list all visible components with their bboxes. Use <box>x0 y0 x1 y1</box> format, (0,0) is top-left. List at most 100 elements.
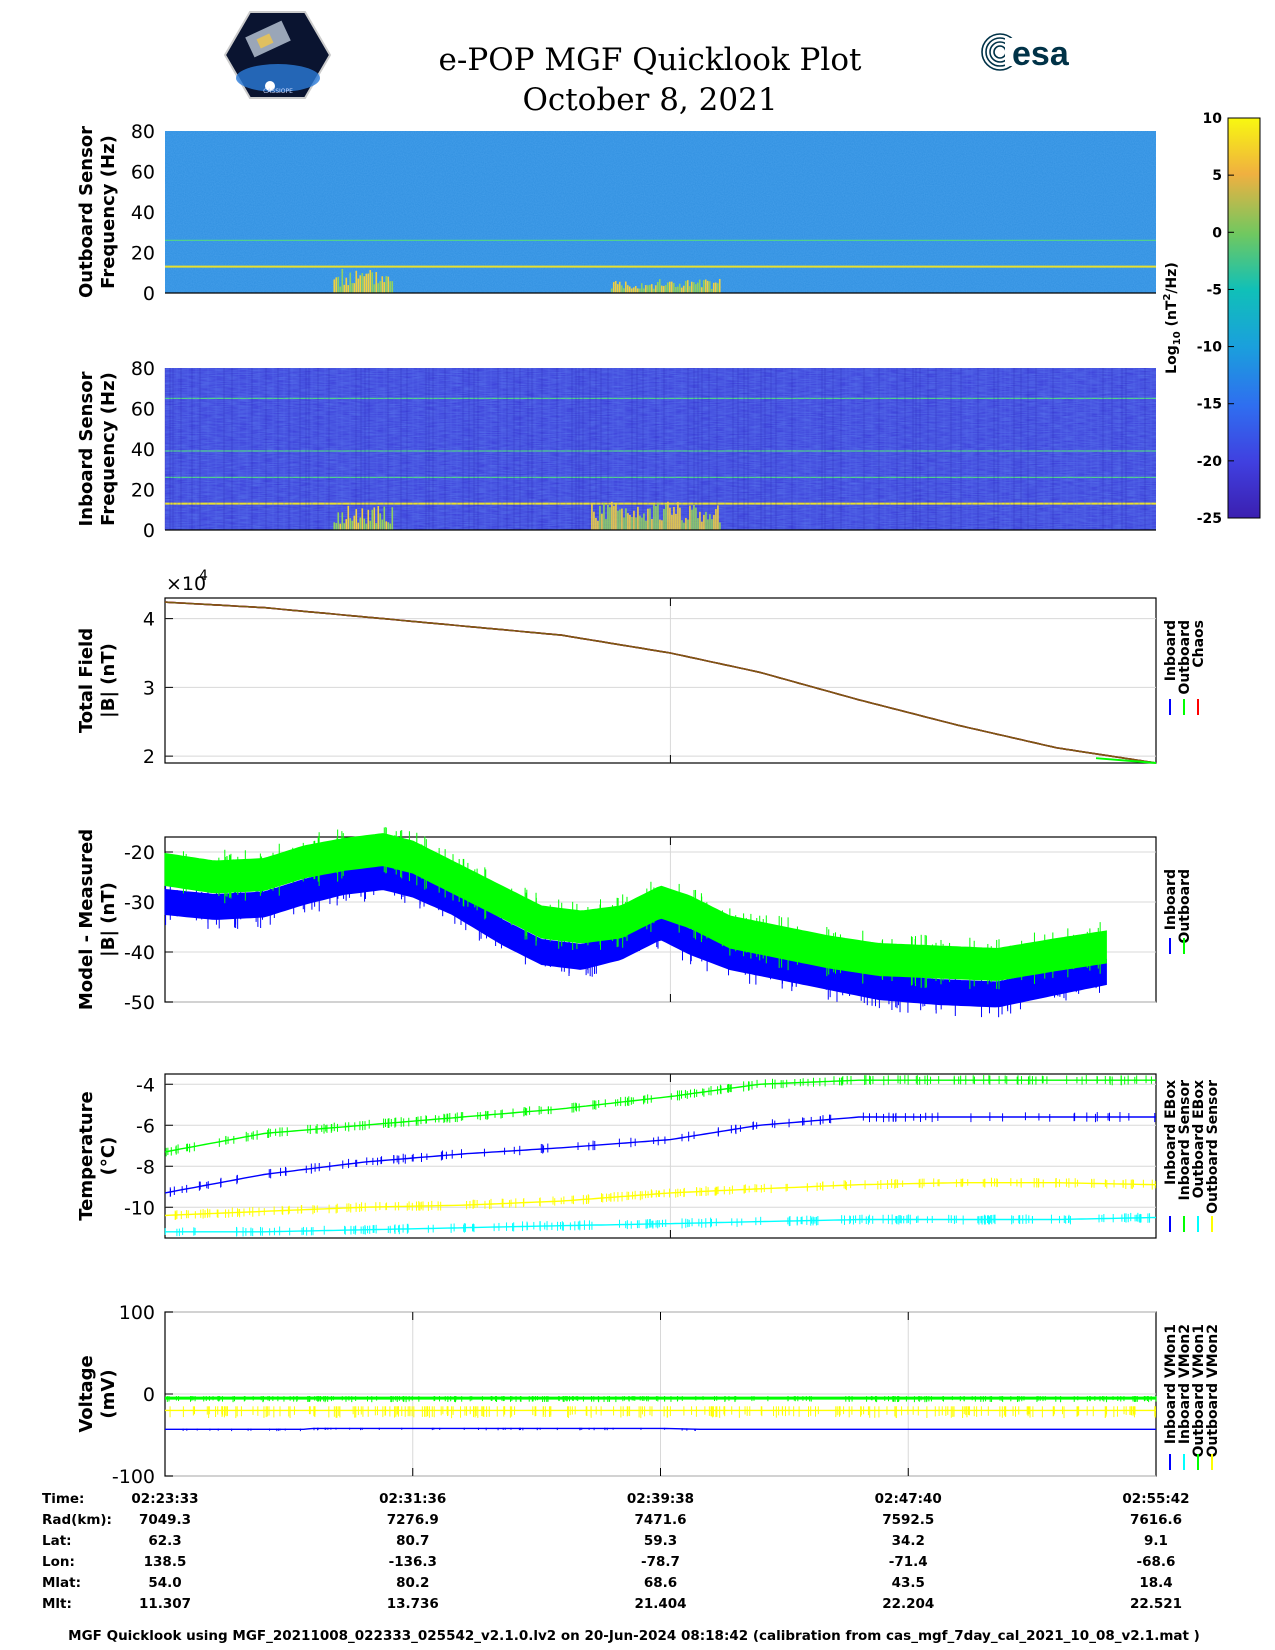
spec-in-burst-mark <box>607 504 609 530</box>
spec-in-ytick-label: 60 <box>131 399 155 421</box>
spec-out-burst-mark <box>640 283 643 293</box>
spec-in-burst-mark <box>681 520 683 530</box>
spec-in-burst-mark <box>367 509 370 530</box>
plot-date: October 8, 2021 <box>522 82 777 118</box>
spec-in-burst-mark <box>635 517 637 530</box>
spec-in-burst-mark <box>663 508 665 530</box>
spec-in-burst-mark <box>377 506 380 530</box>
outboard-spectrogram-ylabel: Outboard Sensor Frequency (Hz) <box>76 126 119 298</box>
spec-out-burst-mark <box>678 283 681 293</box>
spec-in-burst-mark <box>599 505 601 530</box>
spec-out-burst-mark <box>377 283 380 293</box>
spec-out-burst-mark <box>387 276 390 293</box>
spec-in-ylabel-line: Inboard Sensor <box>76 371 97 526</box>
spec-out-burst-mark <box>369 269 372 293</box>
spec-out-burst-mark <box>361 273 364 293</box>
spec-in-burst-mark <box>335 523 338 530</box>
spec-in-burst-mark <box>617 510 619 530</box>
total-field-multiplier-exp: 4 <box>199 568 208 584</box>
inboard-spectrogram-ylabel: Inboard Sensor Frequency (Hz) <box>76 371 119 526</box>
ephemeris-cell: 02:23:33 <box>131 1491 198 1507</box>
spec-out-burst-mark <box>716 283 719 293</box>
spec-in-burst-mark <box>351 520 354 530</box>
ephemeris-cell: 7592.5 <box>882 1512 934 1528</box>
total-field-ytick-label: 4 <box>143 609 155 631</box>
ephemeris-row-label: Mlt: <box>42 1596 72 1612</box>
spec-in-burst-mark <box>611 501 613 530</box>
spec-in-burst-mark <box>357 522 360 530</box>
spec-in-burst-mark <box>601 513 603 530</box>
spec-in-ylabel-line: Frequency (Hz) <box>98 372 119 526</box>
spec-in-burst-mark <box>619 509 621 530</box>
cassiope-logo-text: CASSIOPE <box>263 88 293 95</box>
temperature-series-line <box>164 1079 1156 1153</box>
temperature-ylabel-line: (°C) <box>98 1137 119 1176</box>
total-field-axes-box <box>164 597 1157 764</box>
spec-in-burst-mark <box>651 518 653 530</box>
temperature-panel: -4 -6 -8 -10 Temperature (°C) Inboard EBoxInbo… <box>76 1073 1221 1239</box>
inboard-spectrogram-bursts <box>333 501 721 530</box>
spec-in-burst-mark <box>385 521 388 530</box>
spec-in-burst-mark <box>685 518 687 530</box>
colorbar: 10 5 0 -5 -10 -15 -20 -25 Log10 (nT2/Hz) <box>1162 111 1261 527</box>
spec-out-burst-mark <box>690 281 693 293</box>
spec-in-burst-mark <box>371 509 374 530</box>
spec-in-burst-mark <box>593 511 595 530</box>
spec-out-burst-mark <box>704 279 707 293</box>
spec-in-burst-mark <box>641 517 643 530</box>
spec-in-burst-mark <box>675 513 677 530</box>
spec-in-burst-mark <box>633 510 635 530</box>
spec-out-burst-mark <box>612 282 615 293</box>
spec-in-burst-mark <box>353 515 356 530</box>
total-field-series-line <box>164 601 1157 764</box>
spec-out-ytick-label: 60 <box>131 162 155 184</box>
ephemeris-cell: 22.204 <box>882 1596 934 1612</box>
total-field-ytick-label: 2 <box>143 746 155 768</box>
ephemeris-cell: 18.4 <box>1139 1575 1172 1591</box>
spec-out-burst-mark <box>355 270 358 293</box>
outboard-spectrogram-lines <box>165 239 1156 268</box>
spec-out-burst-mark <box>345 277 348 293</box>
spec-in-burst-mark <box>623 517 625 530</box>
spec-out-burst-mark <box>676 286 679 293</box>
spec-in-burst-mark <box>671 514 673 530</box>
spec-in-burst-mark <box>605 519 607 530</box>
ephemeris-row-label: Mlat: <box>42 1575 81 1591</box>
spec-out-burst-mark <box>385 275 388 293</box>
spec-in-burst-mark <box>711 519 713 530</box>
model-measured-panel: -20 -30 -40 -50 Model - Measured |B| (nT) Inbo… <box>76 827 1193 1018</box>
spec-in-burst-mark <box>373 507 376 530</box>
spec-in-burst-mark <box>387 522 390 530</box>
spec-out-burst-mark <box>622 288 625 293</box>
spec-out-burst-mark <box>626 285 629 293</box>
total-field-legend-label: Inboard <box>1163 620 1179 681</box>
spec-out-burst-mark <box>379 281 382 293</box>
spec-out-ytick-label: 40 <box>131 202 155 224</box>
ephemeris-row-label: Lon: <box>42 1554 75 1570</box>
temperature-legend-label: Outboard Sensor <box>1205 1080 1221 1214</box>
spec-in-burst-mark <box>683 522 685 530</box>
spec-in-burst-mark <box>625 508 627 530</box>
spec-out-burst-mark <box>373 284 376 293</box>
ephemeris-cell: 43.5 <box>892 1575 925 1591</box>
spec-in-burst-mark <box>703 514 705 530</box>
spec-out-burst-mark <box>630 288 633 293</box>
spec-in-burst-mark <box>339 523 342 530</box>
spec-in-burst-mark <box>677 502 679 530</box>
spec-out-burst-mark <box>351 283 354 293</box>
total-field-ylabel-line: Total Field <box>76 628 97 733</box>
spec-out-burst-mark <box>628 286 631 293</box>
ephemeris-cell: 59.3 <box>644 1533 677 1549</box>
ephemeris-cell: 7471.6 <box>634 1512 686 1528</box>
model-measured-series-band <box>164 833 1107 981</box>
ephemeris-table: Time: Rad(km): Lat: Lon: Mlat: Mlt: 02:23:33 70… <box>42 1491 1190 1612</box>
spec-out-burst-mark <box>670 281 673 293</box>
ephemeris-cell: 02:31:36 <box>379 1491 446 1507</box>
ephemeris-row-label: Lat: <box>42 1533 72 1549</box>
colorbar-tick-label: -20 <box>1197 454 1223 470</box>
spec-out-burst-mark <box>712 282 715 293</box>
outboard-spectrogram-bursts <box>333 269 721 293</box>
voltage-ytick-label: -100 <box>112 1466 155 1488</box>
ephemeris-cell: -78.7 <box>641 1554 680 1570</box>
